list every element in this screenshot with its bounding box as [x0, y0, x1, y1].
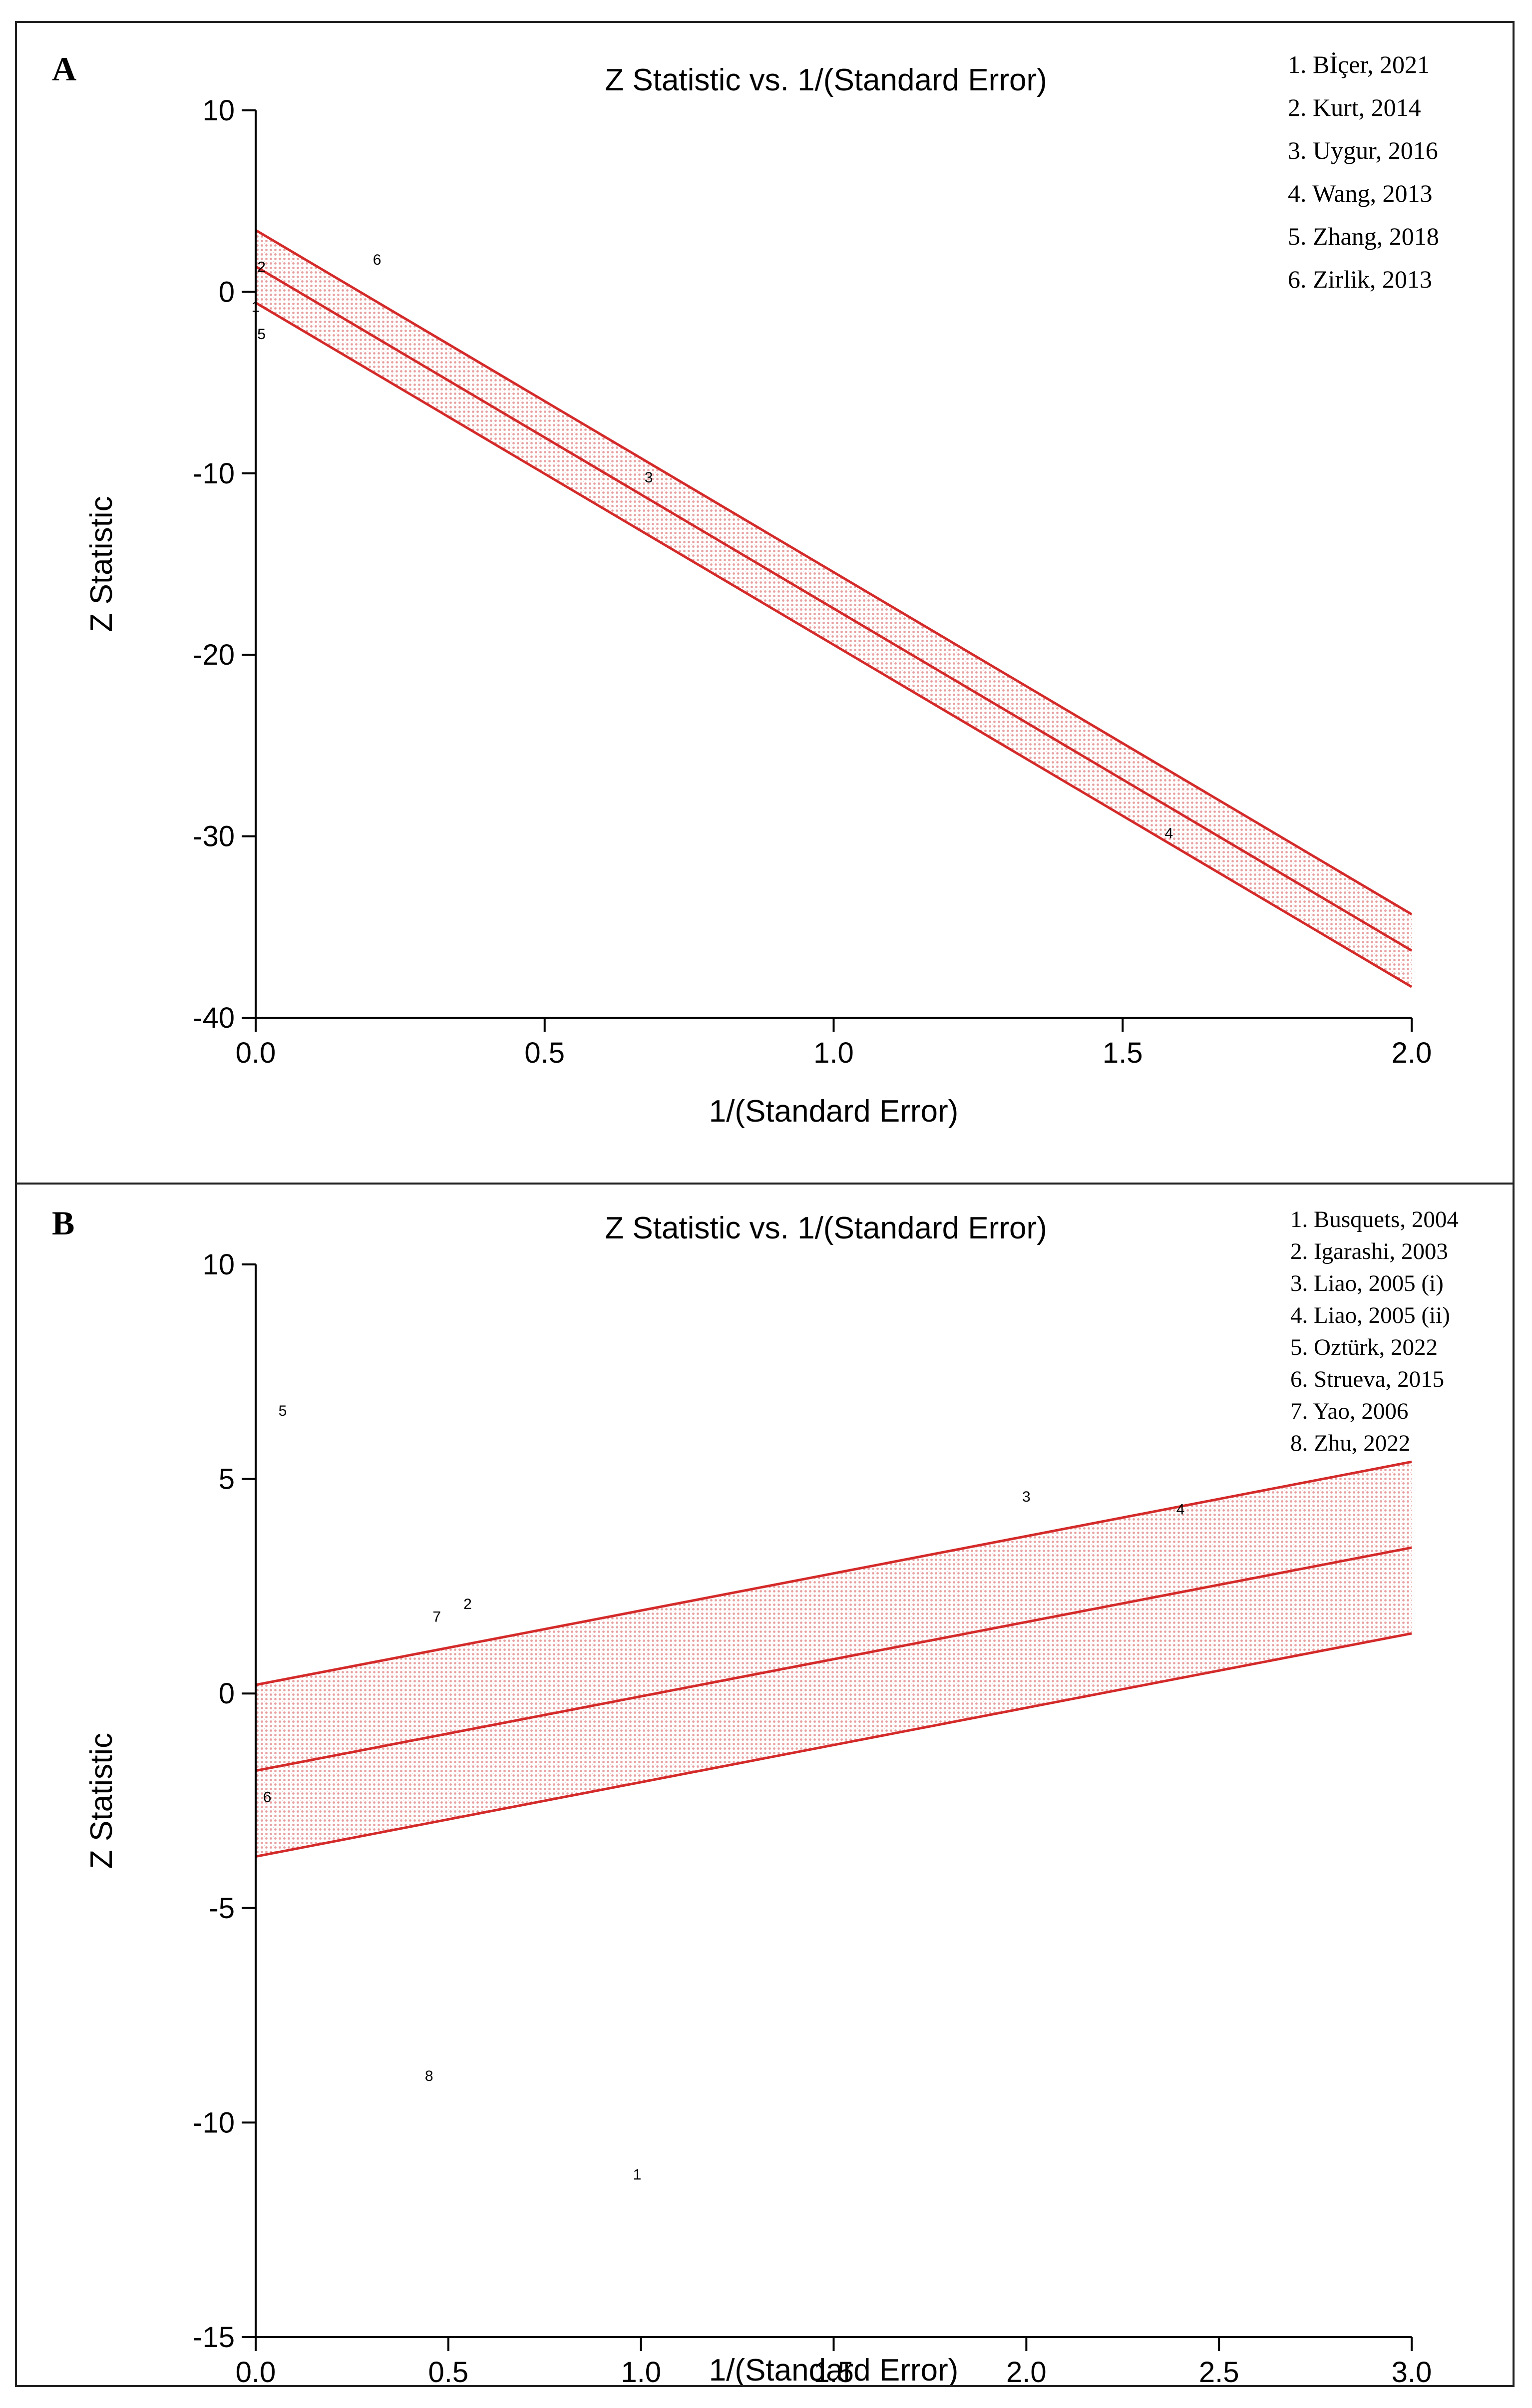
y-tick-label: -10 — [193, 2106, 235, 2139]
x-tick-label: 3.0 — [1392, 2356, 1432, 2387]
legend-entry: 8. Zhu, 2022 — [1290, 1430, 1410, 1456]
y-tick-label: -10 — [193, 457, 235, 490]
y-tick-label: -5 — [209, 1892, 235, 1925]
y-tick-label: 0 — [219, 1677, 235, 1710]
data-point: 2 — [257, 259, 266, 276]
legend-entry: 2. Kurt, 2014 — [1288, 93, 1421, 121]
regression-line — [255, 1546, 1412, 1772]
y-tick-label: 0 — [219, 276, 235, 308]
x-tick-label: 0.5 — [428, 2356, 469, 2387]
data-point: 8 — [425, 2068, 433, 2084]
x-tick-label: 1.0 — [621, 2356, 661, 2387]
data-point: 2 — [463, 1596, 472, 1612]
legend-entry: 3. Liao, 2005 (i) — [1290, 1270, 1444, 1296]
legend-entry: 7. Yao, 2006 — [1290, 1398, 1408, 1424]
x-tick-label: 2.5 — [1199, 2356, 1239, 2387]
data-point: 3 — [1022, 1489, 1031, 1505]
x-tick-label: 0.5 — [524, 1037, 565, 1069]
data-point: 4 — [1165, 825, 1173, 841]
data-point: 4 — [1176, 1502, 1185, 1518]
data-point: 5 — [279, 1403, 287, 1419]
y-axis-label: Z Statistic — [84, 1733, 119, 1869]
x-tick-label: 1.5 — [1103, 1037, 1143, 1069]
x-tick-label: 0.0 — [236, 2356, 276, 2387]
y-tick-label: 10 — [202, 94, 235, 127]
legend-entry: 4. Liao, 2005 (ii) — [1290, 1302, 1450, 1328]
lower-confidence-line — [255, 302, 1413, 988]
x-tick-label: 1.0 — [813, 1037, 854, 1069]
y-axis-label: Z Statistic — [84, 496, 119, 632]
x-tick-label: 2.0 — [1006, 2356, 1047, 2387]
y-tick-label: -30 — [193, 820, 235, 853]
legend-entry: 6. Zirlik, 2013 — [1288, 265, 1432, 293]
data-point: 1 — [633, 2167, 642, 2183]
data-point: 1 — [252, 299, 260, 315]
legend-entry: 4. Wang, 2013 — [1288, 179, 1432, 207]
regression-line — [255, 265, 1413, 952]
data-point: 7 — [432, 1609, 441, 1625]
panel-b: B Z Statistic vs. 1/(Standard Error) 10 5 0 -… — [15, 1183, 1515, 2387]
y-tick-label: 5 — [219, 1463, 235, 1496]
lower-confidence-line — [255, 1632, 1412, 1858]
chart-b-svg: B Z Statistic vs. 1/(Standard Error) 10 5 0 -… — [52, 1204, 1459, 2387]
chart-title: Z Statistic vs. 1/(Standard Error) — [605, 1211, 1047, 1245]
y-tick-label: -20 — [193, 639, 235, 671]
chart-a-svg: A Z Statistic vs. 1/(Standard Error) 10 0 -1… — [52, 50, 1439, 1129]
data-point: 6 — [263, 1789, 272, 1805]
legend-entry: 1. Bİçer, 2021 — [1288, 50, 1430, 78]
legend-entry: 2. Igarashi, 2003 — [1290, 1238, 1448, 1264]
x-tick-label: 1.5 — [813, 2356, 854, 2387]
x-tick-label: 0.0 — [236, 1037, 276, 1069]
legend-entry: 1. Busquets, 2004 — [1290, 1206, 1459, 1232]
legend-entry: 6. Strueva, 2015 — [1290, 1366, 1444, 1392]
x-axis-label: 1/(Standard Error) — [709, 2353, 959, 2387]
legend-entry: 3. Uygur, 2016 — [1288, 136, 1438, 164]
legend-entry: 5. Zhang, 2018 — [1288, 222, 1439, 250]
data-point: 6 — [373, 252, 382, 268]
y-tick-label: -15 — [193, 2321, 235, 2354]
chart-title: Z Statistic vs. 1/(Standard Error) — [605, 63, 1047, 97]
panel-label: A — [52, 50, 76, 88]
upper-confidence-line — [255, 1460, 1412, 1686]
panel-label: B — [52, 1204, 74, 1242]
y-tick-label: 10 — [202, 1248, 235, 1281]
data-point: 5 — [257, 326, 266, 343]
x-axis-label: 1/(Standard Error) — [709, 1094, 959, 1129]
panel-a: A Z Statistic vs. 1/(Standard Error) 10 0 -1… — [15, 21, 1515, 1185]
y-tick-label: -40 — [193, 1002, 235, 1034]
legend-entry: 5. Oztürk, 2022 — [1290, 1334, 1438, 1360]
x-tick-label: 2.0 — [1392, 1037, 1432, 1069]
upper-confidence-line — [255, 229, 1413, 916]
data-point: 3 — [645, 469, 653, 486]
